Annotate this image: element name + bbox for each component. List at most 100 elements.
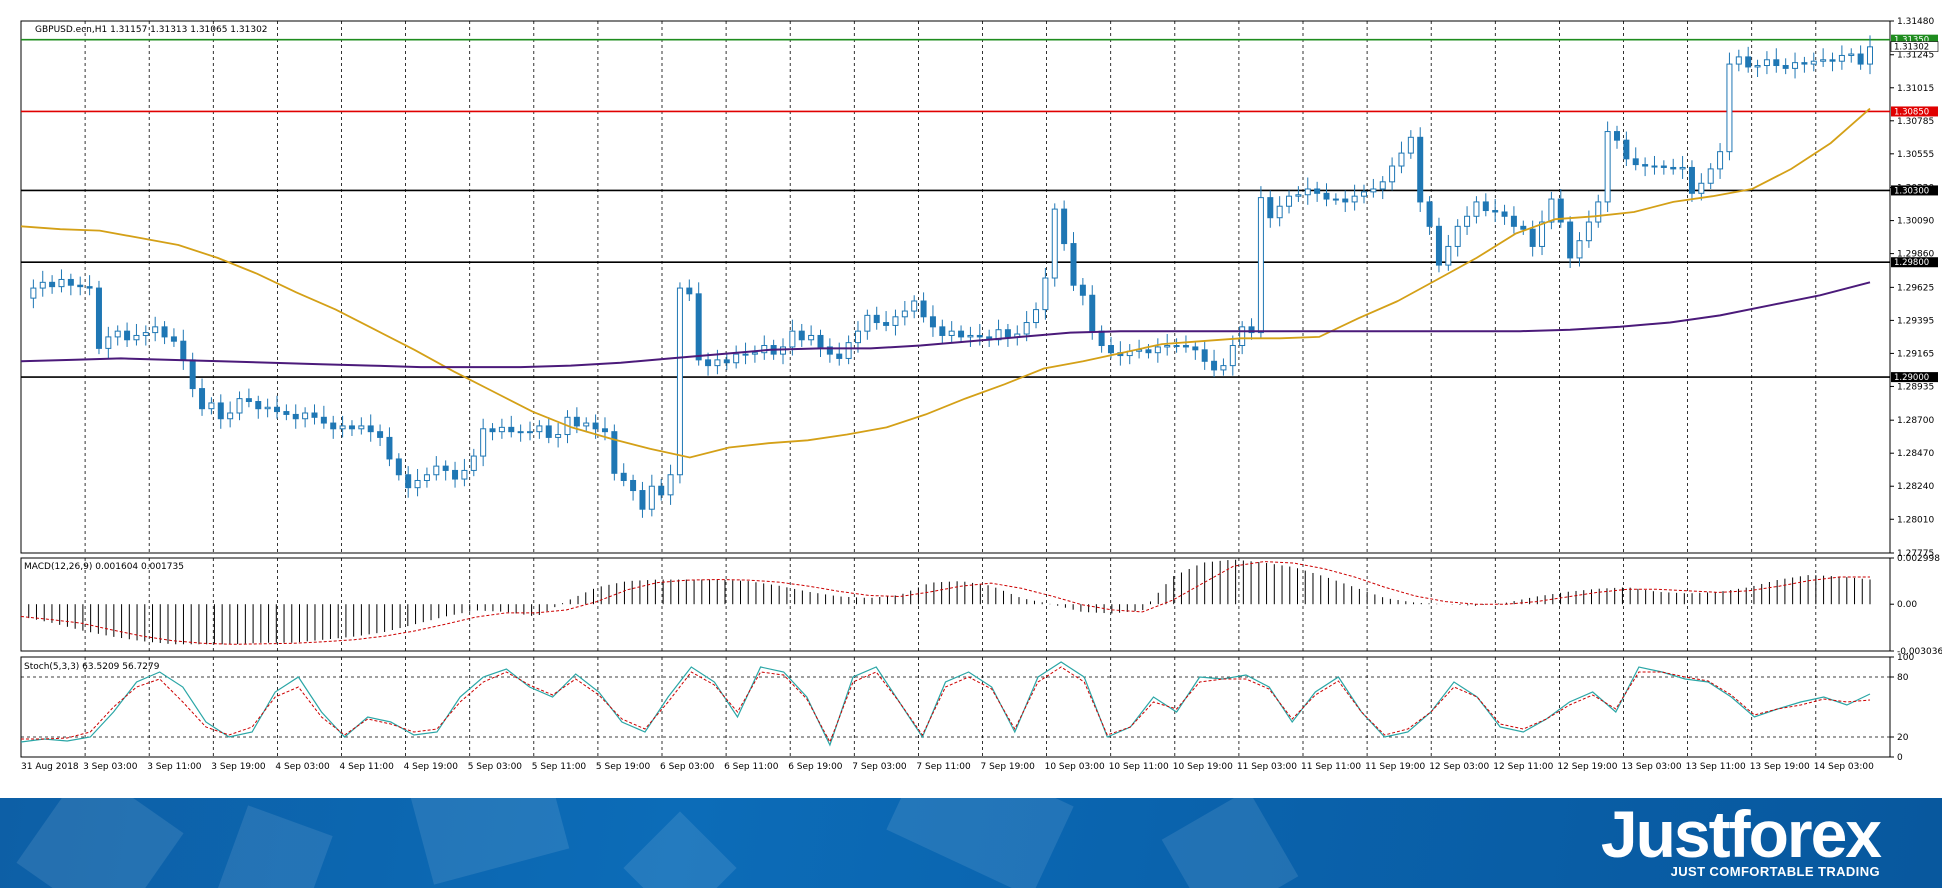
bear-candle (1660, 165, 1667, 168)
bear-candle (1857, 53, 1864, 65)
bull-candle (236, 398, 243, 414)
bear-candle (1510, 215, 1517, 227)
bear-candle (442, 465, 449, 471)
bull-candle (1023, 322, 1030, 335)
bear-candle (873, 314, 880, 324)
bear-candle (836, 353, 843, 359)
bear-candle (939, 326, 946, 336)
bull-candle (1033, 309, 1040, 324)
bear-candle (723, 359, 730, 364)
bull-candle (433, 465, 440, 476)
x-tick-label: 6 Sep 11:00 (724, 762, 779, 772)
x-tick-label: 13 Sep 19:00 (1750, 762, 1810, 772)
bull-candle (1173, 345, 1180, 348)
level-marker (1891, 185, 1938, 196)
bear-candle (620, 472, 627, 481)
bull-candle (1229, 345, 1236, 367)
bear-candle (798, 330, 805, 341)
bear-candle (1623, 139, 1630, 160)
bull-candle (1792, 62, 1799, 69)
banner-decoration (16, 798, 184, 888)
banner-decoration (886, 798, 1074, 888)
bull-candle (1848, 53, 1855, 56)
bull-candle (1604, 131, 1611, 203)
bear-candle (1642, 164, 1649, 167)
bear-candle (189, 359, 196, 390)
bull-candle (751, 352, 758, 355)
bull-candle (480, 428, 487, 457)
ma-fast-line (20, 107, 1871, 459)
bull-candle (901, 310, 908, 318)
level-label: 1.30300 (1894, 186, 1929, 196)
bear-candle (1670, 166, 1677, 170)
bull-candle (761, 345, 768, 354)
level-label: 1.30850 (1894, 107, 1929, 117)
y-tick-label: 1.28240 (1897, 482, 1934, 492)
bull-candle (470, 455, 477, 471)
banner-decoration (1161, 798, 1299, 888)
x-tick-label: 6 Sep 03:00 (660, 762, 715, 772)
level-label: 1.31302 (1894, 43, 1929, 53)
bear-candle (630, 479, 637, 492)
bull-candle (676, 287, 683, 476)
x-tick-label: 12 Sep 03:00 (1429, 762, 1489, 772)
bear-candle (124, 330, 131, 341)
bear-candle (452, 469, 459, 480)
bear-candle (976, 334, 983, 338)
bull-candle (1651, 165, 1658, 168)
bear-candle (639, 490, 646, 510)
bull-candle (967, 334, 974, 338)
bull-candle (1867, 46, 1873, 65)
x-tick-label: 7 Sep 03:00 (852, 762, 907, 772)
x-tick-label: 3 Sep 19:00 (211, 762, 266, 772)
x-tick-label: 7 Sep 11:00 (916, 762, 971, 772)
bear-candle (658, 485, 665, 496)
bear-candle (292, 413, 299, 420)
bull-candle (714, 359, 721, 367)
x-tick-label: 5 Sep 03:00 (468, 762, 523, 772)
bear-candle (67, 278, 74, 286)
bear-candle (686, 287, 693, 295)
banner-decoration (217, 805, 333, 888)
bear-candle (1520, 225, 1527, 230)
level-marker (1891, 257, 1938, 268)
trading-chart[interactable]: 31 Aug 2018 3 Sep 03:00 3 Sep 11:00 3 Sep 1… (0, 0, 1942, 798)
bear-candle (601, 428, 608, 433)
bull-candle (58, 278, 65, 288)
bull-candle (227, 412, 234, 420)
bear-candle (1004, 329, 1011, 338)
bull-candle (733, 353, 740, 364)
bull-candle (1360, 191, 1367, 197)
bear-candle (77, 284, 84, 288)
bear-candle (199, 388, 206, 410)
bear-candle (161, 326, 168, 338)
bull-candle (264, 406, 271, 410)
stoch-y-tick-label: 0 (1897, 753, 1903, 763)
bull-candle (152, 326, 159, 334)
bear-candle (611, 431, 618, 474)
bull-candle (1304, 188, 1311, 196)
bull-candle (208, 402, 215, 410)
bull-candle (845, 342, 852, 359)
bear-candle (348, 425, 355, 430)
bull-candle (1295, 194, 1302, 197)
stoch-y-tick-label: 20 (1897, 733, 1909, 743)
bull-candle (555, 434, 562, 438)
bear-candle (1435, 225, 1442, 266)
bear-candle (1482, 201, 1489, 212)
bull-candle (302, 412, 309, 420)
bull-candle (1257, 197, 1264, 334)
level-label: 1.29000 (1894, 373, 1929, 383)
macd-title: MACD(12,26,9) 0.001604 0.001735 (24, 562, 184, 572)
bear-candle (320, 416, 327, 424)
bull-candle (1220, 365, 1227, 371)
stoch-d-line (21, 666, 1871, 744)
y-tick-label: 1.30090 (1897, 217, 1934, 227)
banner-decoration (623, 811, 737, 888)
x-tick-label: 5 Sep 11:00 (532, 762, 587, 772)
bear-candle (826, 346, 833, 355)
bear-candle (367, 425, 374, 433)
y-tick-label: 1.28470 (1897, 449, 1934, 459)
bear-candle (1632, 158, 1639, 166)
